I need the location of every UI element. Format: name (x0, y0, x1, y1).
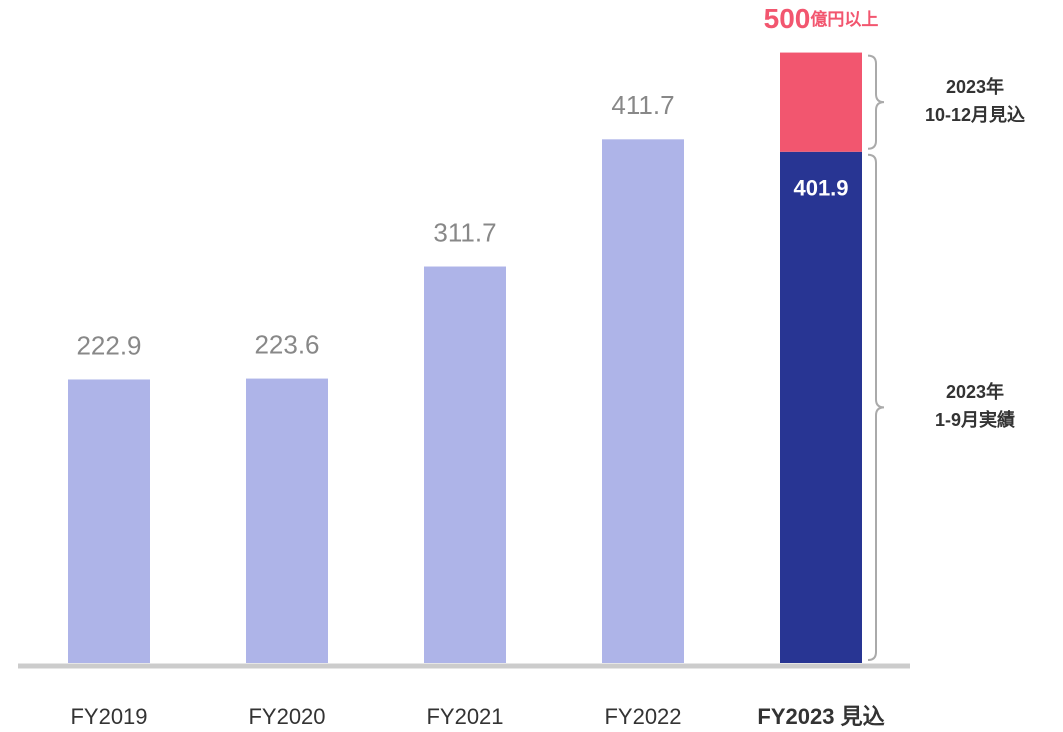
total-suffix: 億円以上 (810, 9, 878, 29)
bracket-label: 2023年 (946, 381, 1004, 402)
value-label: 401.9 (793, 176, 848, 201)
bar (780, 151, 862, 663)
bar (424, 266, 506, 663)
bracket-label: 2023年 (946, 76, 1004, 97)
bar (246, 378, 328, 663)
x-tick-label: FY2021 (426, 704, 503, 729)
value-label: 222.9 (76, 330, 141, 360)
value-label: 311.7 (433, 217, 496, 247)
x-tick-label: FY2019 (70, 704, 147, 729)
bracket (867, 54, 885, 150)
bar (602, 139, 684, 663)
bracket-label: 1-9月実績 (935, 409, 1015, 430)
bracket-label: 10-12月見込 (925, 105, 1025, 125)
bar (780, 52, 862, 152)
value-label: 223.6 (254, 329, 319, 359)
x-tick-label: FY2020 (248, 704, 325, 729)
value-label: 411.7 (611, 90, 674, 120)
total-number: 500 (764, 3, 811, 34)
total-label: 500億円以上 (764, 3, 879, 34)
bar (68, 379, 150, 663)
x-tick-label: FY2023 見込 (757, 704, 884, 729)
x-tick-label: FY2022 (604, 704, 681, 729)
bracket (867, 153, 885, 661)
